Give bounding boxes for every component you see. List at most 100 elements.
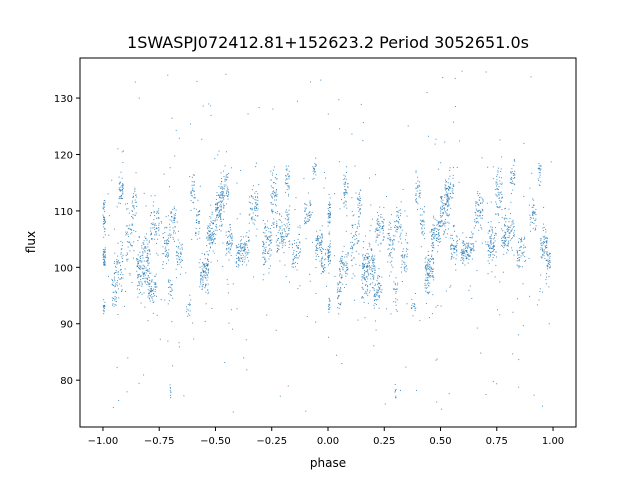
data-point	[113, 261, 115, 263]
data-point	[254, 199, 256, 201]
data-point	[293, 249, 295, 251]
data-point	[211, 231, 213, 233]
data-point	[136, 205, 138, 207]
data-point	[423, 211, 425, 213]
data-point	[298, 233, 300, 235]
data-point	[236, 265, 238, 267]
data-point	[276, 178, 278, 180]
data-point	[207, 227, 209, 229]
data-point	[395, 288, 397, 290]
data-point	[309, 215, 311, 217]
data-point	[490, 251, 492, 253]
data-point	[214, 243, 216, 245]
data-point	[222, 242, 224, 244]
data-point	[504, 225, 506, 227]
data-point	[393, 249, 395, 251]
data-point	[252, 212, 254, 214]
data-point	[224, 362, 226, 364]
data-point	[446, 214, 448, 216]
data-point	[407, 242, 409, 244]
data-point	[340, 287, 342, 289]
data-point	[444, 222, 446, 224]
data-point	[480, 212, 482, 214]
data-point	[146, 269, 148, 271]
data-point	[370, 273, 372, 275]
data-point	[210, 228, 212, 230]
data-point	[145, 257, 147, 259]
data-point	[401, 229, 403, 231]
data-point	[178, 346, 180, 348]
data-point	[281, 231, 283, 233]
data-point	[142, 268, 144, 270]
data-point	[224, 180, 226, 182]
data-point	[415, 198, 417, 200]
data-point	[347, 187, 349, 189]
data-point	[286, 178, 288, 180]
data-point	[436, 224, 438, 226]
data-point	[209, 236, 211, 238]
data-point	[450, 207, 452, 209]
data-point	[225, 231, 227, 233]
data-point	[150, 238, 152, 240]
data-point	[220, 202, 222, 204]
data-point	[137, 261, 139, 263]
data-point	[419, 192, 421, 194]
chart-title: 1SWASPJ072412.81+152623.2 Period 3052651…	[127, 33, 529, 52]
data-point	[143, 265, 145, 267]
data-point	[496, 174, 498, 176]
data-point	[315, 292, 317, 294]
data-point	[288, 233, 290, 235]
data-point	[495, 183, 497, 185]
data-point	[219, 214, 221, 216]
data-point	[133, 250, 135, 252]
data-point	[397, 282, 399, 284]
data-point	[216, 214, 218, 216]
data-point	[455, 235, 457, 237]
data-point	[447, 194, 449, 196]
data-point	[432, 275, 434, 277]
data-point	[276, 226, 278, 228]
data-point	[244, 242, 246, 244]
data-point	[454, 225, 456, 227]
data-point	[445, 236, 447, 238]
data-point	[450, 245, 452, 247]
data-point	[459, 140, 461, 142]
data-point	[351, 133, 353, 135]
data-point	[280, 242, 282, 244]
data-point	[229, 227, 231, 229]
data-point	[344, 177, 346, 179]
data-point	[227, 292, 229, 294]
data-point	[395, 395, 397, 397]
data-point	[497, 195, 499, 197]
data-point	[220, 213, 222, 215]
data-point	[238, 252, 240, 254]
data-point	[169, 229, 171, 231]
data-point	[162, 261, 164, 263]
data-point	[359, 208, 361, 210]
data-point	[228, 259, 230, 261]
data-point	[204, 258, 206, 260]
data-point	[223, 176, 225, 178]
data-point	[440, 197, 442, 199]
data-point	[210, 235, 212, 237]
data-point	[463, 255, 465, 257]
data-point	[394, 284, 396, 286]
data-point	[202, 281, 204, 283]
data-point	[228, 240, 230, 242]
data-point	[263, 274, 265, 276]
data-point	[136, 265, 138, 267]
data-point	[377, 218, 379, 220]
data-point	[432, 232, 434, 234]
data-point	[231, 242, 233, 244]
data-point	[368, 242, 370, 244]
data-point	[122, 186, 124, 188]
data-point	[315, 321, 317, 323]
data-point	[227, 198, 229, 200]
data-point	[367, 263, 369, 265]
data-point	[548, 323, 550, 325]
data-point	[309, 205, 311, 207]
data-point	[517, 334, 519, 336]
data-point	[265, 259, 267, 261]
data-point	[117, 277, 119, 279]
data-point	[431, 235, 433, 237]
